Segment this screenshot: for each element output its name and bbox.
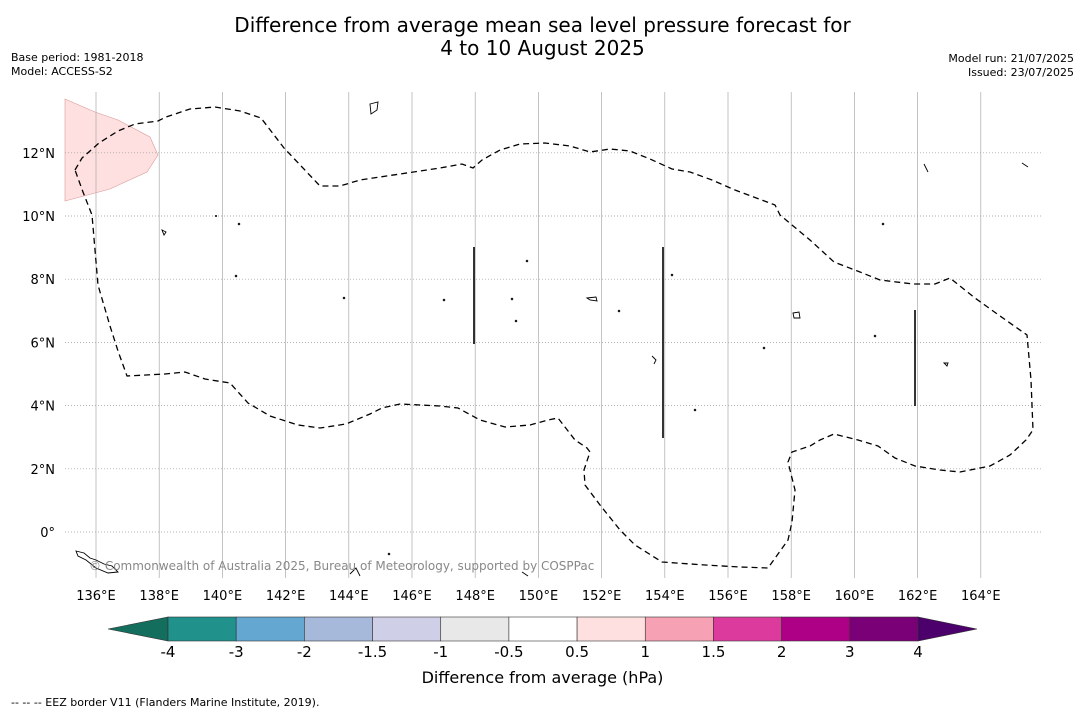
title-line-1: Difference from average mean sea level p… xyxy=(234,13,851,37)
lon-tick-label: 148°E xyxy=(455,589,495,604)
copyright-note: © Commonwealth of Australia 2025, Bureau… xyxy=(89,559,594,573)
model-run: Model run: 21/07/2025 xyxy=(948,52,1074,65)
eez-border xyxy=(74,106,1034,569)
colorbar-extend-low xyxy=(107,616,169,642)
model-name: Model: ACCESS-S2 xyxy=(11,65,113,78)
lat-tick-label: 10°N xyxy=(22,210,55,225)
anomaly-region xyxy=(64,98,159,202)
colorbar-box xyxy=(576,616,646,642)
colorbar-tick-label: 3 xyxy=(845,643,855,661)
colorbar-tick-label: -1 xyxy=(433,643,449,661)
lon-tick-label: 136°E xyxy=(76,589,116,604)
lat-tick-label: 6°N xyxy=(31,336,56,351)
issued-date: Issued: 23/07/2025 xyxy=(967,66,1074,79)
colorbar-box xyxy=(713,616,782,642)
colorbar-tick-label: 4 xyxy=(913,643,923,661)
lon-tick-label: 142°E xyxy=(266,589,306,604)
base-period: Base period: 1981-2018 xyxy=(11,51,144,64)
lon-tick-label: 140°E xyxy=(203,589,243,604)
colorbar-title: Difference from average (hPa) xyxy=(421,668,664,687)
lon-tick-label: 160°E xyxy=(835,589,875,604)
lon-tick-label: 144°E xyxy=(329,589,369,604)
lon-tick-label: 146°E xyxy=(392,589,432,604)
colorbar-tick-label: 0.5 xyxy=(565,643,590,661)
colorbar-tick-label: -1.5 xyxy=(357,643,388,661)
colorbar-box xyxy=(167,616,237,642)
lat-tick-label: 2°N xyxy=(31,463,56,478)
graticule xyxy=(65,92,1042,578)
colorbar-tick-label: 1.5 xyxy=(701,643,726,661)
lon-tick-label: 152°E xyxy=(582,589,622,604)
lon-tick-label: 162°E xyxy=(898,589,938,604)
colorbar-tick-label: -4 xyxy=(160,643,176,661)
title-line-2: 4 to 10 August 2025 xyxy=(440,36,645,60)
colorbar-box xyxy=(440,616,510,642)
lon-tick-label: 150°E xyxy=(519,589,559,604)
meta-left: Base period: 1981-2018 Model: ACCESS-S2 xyxy=(11,51,143,79)
colorbar-box xyxy=(644,616,714,642)
map-title: Difference from average mean sea level p… xyxy=(0,14,1085,60)
colorbar-box xyxy=(235,616,305,642)
colorbar-box xyxy=(372,616,442,642)
lat-tick-label: 0° xyxy=(40,526,55,541)
lon-tick-label: 164°E xyxy=(961,589,1001,604)
lon-tick-label: 158°E xyxy=(771,589,811,604)
axis-tick-labels: 136°E 138°E 140°E 142°E 144°E 146°E 148°E 150°E… xyxy=(22,147,1000,604)
colorbar-box xyxy=(508,616,578,642)
colorbar xyxy=(107,616,978,642)
colorbar-tick-label: 2 xyxy=(776,643,787,661)
colorbar-tick-label: -3 xyxy=(228,643,244,661)
lat-tick-label: 8°N xyxy=(31,273,56,288)
lon-tick-label: 154°E xyxy=(645,589,685,604)
colorbar-box xyxy=(849,616,919,642)
lon-tick-label: 138°E xyxy=(139,589,179,604)
colorbar-box xyxy=(781,616,851,642)
colorbar-tick-label: -0.5 xyxy=(494,643,524,661)
lat-tick-label: 4°N xyxy=(31,400,56,415)
colorbar-tick-label: 1 xyxy=(640,643,651,661)
colorbar-box xyxy=(304,616,373,642)
eez-footnote: -- -- -- EEZ border V11 (Flanders Marine… xyxy=(11,696,320,709)
lon-tick-label: 156°E xyxy=(708,589,748,604)
islands xyxy=(75,101,1029,577)
colorbar-tick-label: -2 xyxy=(296,643,312,661)
meta-right: Model run: 21/07/2025 Issued: 23/07/2025 xyxy=(948,52,1074,80)
colorbar-extend-high xyxy=(917,616,978,642)
lat-tick-label: 12°N xyxy=(22,147,55,162)
